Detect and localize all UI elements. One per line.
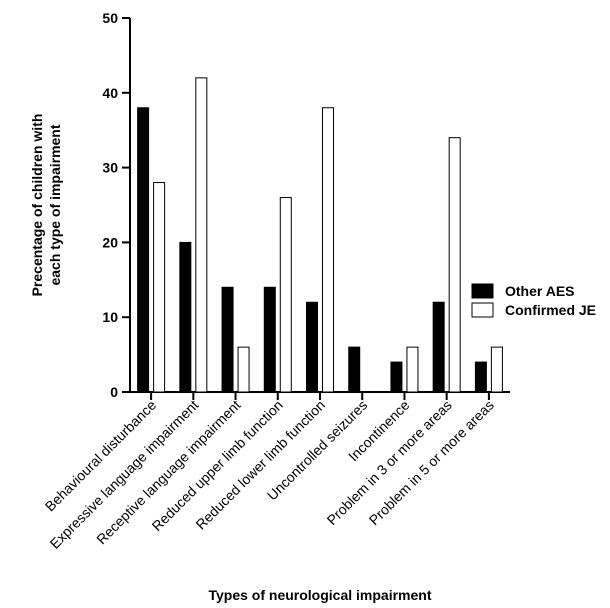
bar-confirmed-je-7 bbox=[406, 346, 419, 393]
legend-label-confirmed-je: Confirmed JE bbox=[505, 302, 596, 318]
y-axis-title-line-2: each type of impairment bbox=[47, 124, 63, 285]
bar-other-aes-4 bbox=[263, 286, 276, 393]
bar-confirmed-je-9 bbox=[490, 346, 503, 393]
bar-confirmed-je-1 bbox=[153, 182, 166, 393]
bar-other-aes-7 bbox=[390, 361, 403, 393]
bar-confirmed-je-8 bbox=[448, 137, 461, 393]
x-axis-title: Types of neurological impairment bbox=[208, 587, 431, 603]
bar-other-aes-1 bbox=[137, 107, 150, 393]
bar-confirmed-je-4 bbox=[279, 197, 292, 393]
bars bbox=[137, 77, 503, 393]
legend-swatch-other-aes bbox=[471, 283, 494, 299]
bar-confirmed-je-3 bbox=[237, 346, 250, 393]
bar-other-aes-2 bbox=[179, 241, 192, 393]
y-tick-label: 20 bbox=[102, 234, 118, 250]
legend: Other AES Confirmed JE bbox=[471, 283, 596, 318]
bar-confirmed-je-5 bbox=[322, 107, 334, 393]
bar-other-aes-5 bbox=[306, 301, 318, 393]
y-axis-title-line-1: Precentage of children with bbox=[29, 114, 45, 297]
bar-other-aes-9 bbox=[474, 361, 487, 393]
y-tick-label: 10 bbox=[102, 309, 118, 325]
legend-swatch-confirmed-je bbox=[471, 302, 494, 318]
bar-other-aes-3 bbox=[221, 286, 234, 393]
bar-other-aes-8 bbox=[432, 301, 445, 393]
legend-label-other-aes: Other AES bbox=[505, 283, 575, 299]
y-tick-label: 30 bbox=[102, 160, 118, 176]
y-tick-label: 0 bbox=[110, 384, 118, 400]
y-axis: 0 10 20 30 40 50 bbox=[102, 10, 131, 400]
y-tick-label: 50 bbox=[102, 10, 118, 26]
bar-other-aes-6 bbox=[348, 346, 361, 393]
bar-confirmed-je-2 bbox=[195, 77, 208, 393]
x-axis bbox=[130, 391, 510, 400]
y-tick-label: 40 bbox=[102, 85, 118, 101]
